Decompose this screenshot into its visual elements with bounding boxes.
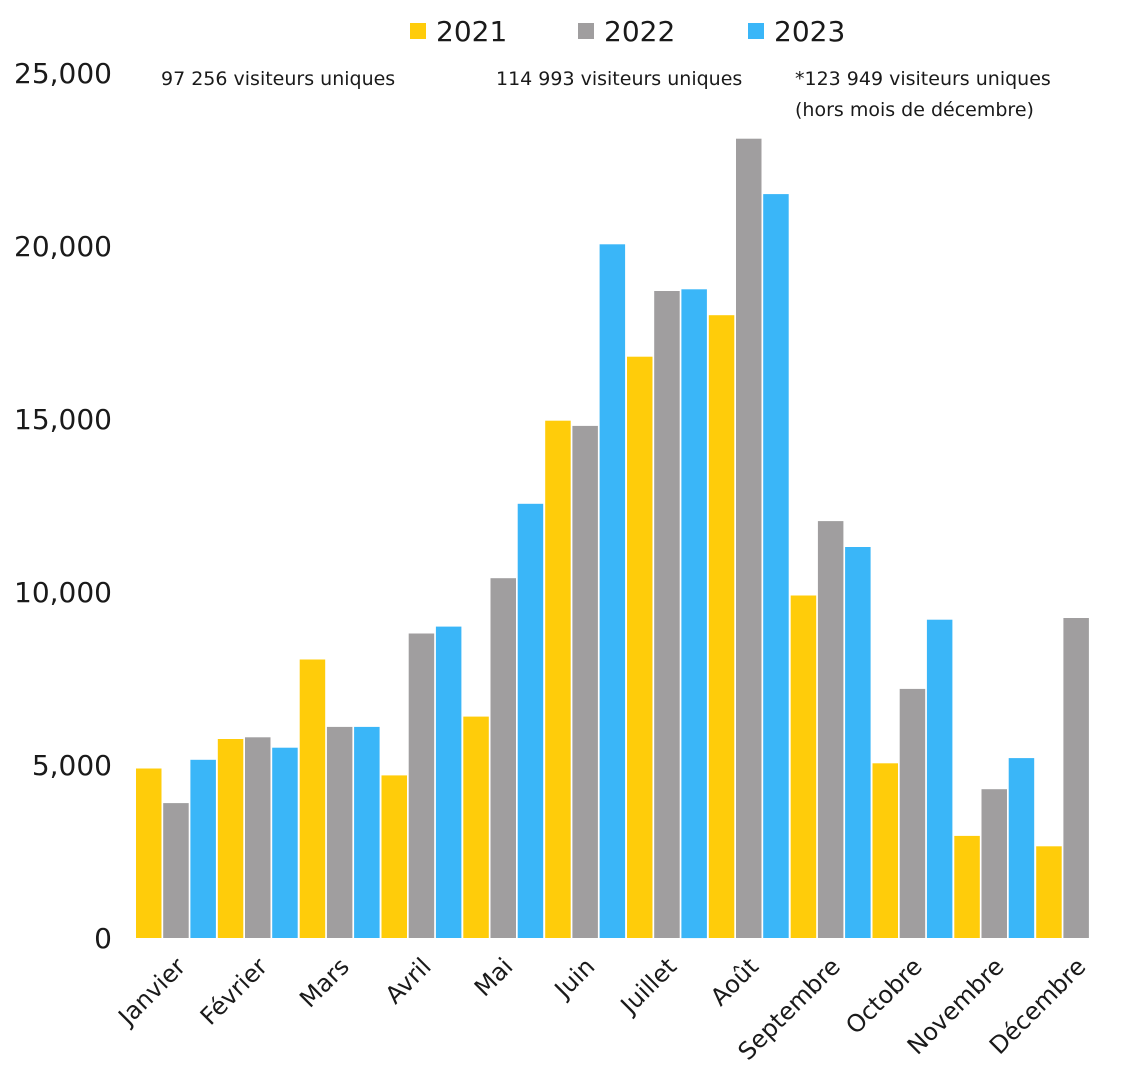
y-tick-label: 5,000 xyxy=(32,749,112,782)
legend-swatch-2023 xyxy=(748,23,764,39)
bar-2023-août xyxy=(763,194,789,939)
bar-2022-novembre xyxy=(981,789,1007,938)
bar-2023-septembre xyxy=(845,547,871,938)
annotation-text: (hors mois de décembre) xyxy=(795,99,1034,121)
bar-2021-octobre xyxy=(872,763,898,938)
x-tick-label: Janvier xyxy=(112,952,192,1032)
bar-2022-décembre xyxy=(1063,618,1089,938)
y-tick-label: 0 xyxy=(94,922,112,955)
y-tick-label: 20,000 xyxy=(14,230,112,263)
bar-2021-mai xyxy=(463,716,489,938)
y-tick-label: 10,000 xyxy=(14,576,112,609)
legend-label-2021: 2021 xyxy=(436,15,507,48)
bar-2021-décembre xyxy=(1036,846,1062,938)
legend-label-2022: 2022 xyxy=(604,15,675,48)
bar-2021-août xyxy=(708,315,735,938)
x-tick-label: Mai xyxy=(469,952,519,1002)
y-tick-label: 15,000 xyxy=(14,403,112,436)
bar-2023-février xyxy=(272,747,298,938)
bar-2022-janvier xyxy=(163,803,189,938)
bar-2021-janvier xyxy=(136,768,162,938)
bar-2023-janvier xyxy=(190,759,216,938)
annotation-text: 114 993 visiteurs uniques xyxy=(496,68,742,90)
legend-label-2023: 2023 xyxy=(774,15,845,48)
bar-2021-septembre xyxy=(790,595,817,938)
bar-2021-juin xyxy=(545,420,571,938)
bar-2022-octobre xyxy=(899,688,926,938)
bar-2021-novembre xyxy=(954,835,980,938)
bar-2023-juin xyxy=(599,244,626,939)
legend-swatch-2022 xyxy=(578,23,594,39)
bar-2022-juin xyxy=(572,425,598,938)
bar-2023-juillet xyxy=(681,289,707,939)
y-tick-label: 25,000 xyxy=(14,57,112,90)
bar-2022-mars xyxy=(326,726,353,938)
bar-2022-août xyxy=(736,138,762,938)
x-tick-label: Avril xyxy=(380,952,437,1009)
y-axis: 0 5,000 10,000 15,000 20,000 25,000 xyxy=(14,57,112,955)
bar-2021-mars xyxy=(299,659,326,938)
x-tick-label: Février xyxy=(195,952,273,1030)
annotation-text: 97 256 visiteurs uniques xyxy=(161,68,395,90)
bar-2021-février xyxy=(217,739,244,938)
x-tick-label: Août xyxy=(705,952,764,1011)
bar-2022-juillet xyxy=(654,291,680,938)
x-tick-label: Mars xyxy=(294,952,355,1013)
bar-2022-février xyxy=(245,737,271,938)
bar-2022-avril xyxy=(408,633,435,938)
bar-2022-mai xyxy=(490,578,516,938)
legend: 2021 2022 2023 xyxy=(410,15,845,48)
bar-2023-mai xyxy=(517,503,544,938)
annotation-text: *123 949 visiteurs uniques xyxy=(795,68,1051,90)
bar-2023-octobre xyxy=(926,619,953,938)
bar-2021-juillet xyxy=(627,356,653,938)
bar-2023-avril xyxy=(435,626,462,938)
bar-2022-septembre xyxy=(817,521,844,938)
bars xyxy=(136,138,1089,939)
x-tick-label: Juin xyxy=(548,952,600,1004)
x-axis: Janvier Février Mars Avril Mai Juin Juillet Aoû… xyxy=(112,952,1092,1065)
x-tick-label: Juillet xyxy=(614,952,682,1020)
bar-2023-novembre xyxy=(1008,758,1035,938)
legend-swatch-2021 xyxy=(410,23,426,39)
annotations: 97 256 visiteurs uniques 114 993 visiteur… xyxy=(161,68,1051,121)
bar-2023-mars xyxy=(354,726,380,938)
bar-2021-avril xyxy=(381,775,407,938)
